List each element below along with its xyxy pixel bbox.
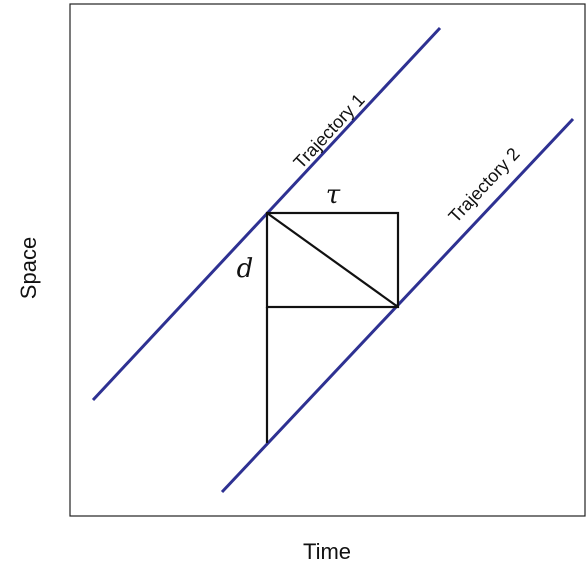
d-label: d	[237, 254, 254, 284]
plot-frame	[69, 3, 586, 517]
y-axis-label: Space	[16, 237, 41, 299]
x-axis-label: Time	[303, 539, 351, 564]
diagonal	[266, 212, 399, 308]
trajectory-label: Trajectory 1	[290, 90, 369, 173]
measure-box	[265, 211, 400, 309]
tau-label: τ	[326, 180, 341, 210]
measurement-lines	[265, 211, 400, 443]
